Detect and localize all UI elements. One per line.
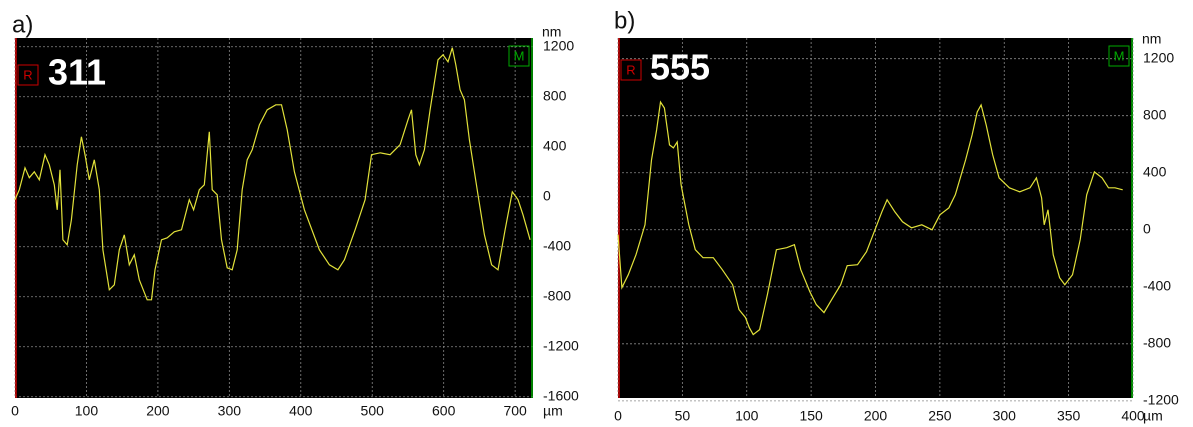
y-unit: nm bbox=[542, 24, 561, 40]
x-tick-label: 150 bbox=[799, 408, 823, 424]
y-tick-label: 400 bbox=[543, 137, 567, 153]
profile-line bbox=[617, 100, 1123, 336]
x-tick-label: 350 bbox=[1057, 408, 1081, 424]
x-tick-label: 250 bbox=[928, 408, 952, 424]
x-tick-label: 700 bbox=[503, 403, 527, 419]
x-tick-label: 600 bbox=[432, 403, 456, 419]
profile-line bbox=[14, 47, 531, 301]
x-tick-label: 100 bbox=[735, 408, 759, 424]
y-tick-label: 1200 bbox=[1143, 49, 1174, 65]
r-marker: R bbox=[626, 62, 635, 77]
r-marker: R bbox=[23, 67, 32, 82]
x-tick-label: 100 bbox=[75, 403, 99, 419]
y-tick-label: -400 bbox=[1143, 277, 1171, 293]
y-tick-label: 0 bbox=[1143, 220, 1151, 236]
y-tick-label: -400 bbox=[543, 237, 571, 253]
y-tick-label: -800 bbox=[1143, 335, 1171, 351]
y-tick-label: 800 bbox=[543, 87, 567, 103]
panel-label: a) bbox=[12, 11, 33, 38]
x-tick-label: 500 bbox=[361, 403, 385, 419]
x-unit: µm bbox=[1143, 408, 1163, 424]
y-tick-label: -1200 bbox=[543, 337, 579, 353]
sample-annotation: 311 bbox=[48, 52, 106, 93]
y-tick-label: 1200 bbox=[543, 37, 574, 53]
x-tick-label: 50 bbox=[675, 408, 691, 424]
y-tick-label: -1200 bbox=[1143, 392, 1179, 408]
x-tick-label: 0 bbox=[11, 403, 19, 419]
m-marker-box bbox=[508, 45, 530, 67]
x-tick-label: 200 bbox=[146, 403, 170, 419]
y-tick-label: 800 bbox=[1143, 106, 1167, 122]
m-marker: M bbox=[514, 48, 525, 63]
m-marker-box bbox=[1108, 45, 1130, 67]
m-marker: M bbox=[1114, 48, 1125, 63]
y-tick-label: 400 bbox=[1143, 163, 1167, 179]
y-unit: nm bbox=[1142, 31, 1161, 47]
panel-label: b) bbox=[614, 7, 635, 34]
x-tick-label: 400 bbox=[1121, 408, 1145, 424]
x-tick-label: 0 bbox=[614, 408, 622, 424]
y-tick-label: 0 bbox=[543, 187, 551, 203]
r-marker-box bbox=[620, 59, 642, 81]
r-marker-box bbox=[17, 64, 39, 86]
sample-annotation: 555 bbox=[650, 47, 710, 88]
y-tick-label: -800 bbox=[543, 287, 571, 303]
x-unit: µm bbox=[543, 403, 563, 419]
x-tick-label: 200 bbox=[864, 408, 888, 424]
x-tick-label: 400 bbox=[289, 403, 313, 419]
y-tick-label: -1600 bbox=[543, 387, 579, 403]
x-tick-label: 300 bbox=[993, 408, 1017, 424]
x-tick-label: 300 bbox=[218, 403, 242, 419]
